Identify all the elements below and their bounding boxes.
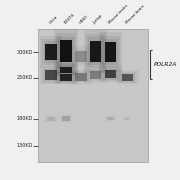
Bar: [40, 66, 62, 84]
Bar: [103, 69, 118, 80]
Bar: [105, 70, 116, 78]
Bar: [42, 39, 60, 65]
Bar: [120, 73, 135, 82]
Text: H460: H460: [78, 14, 89, 25]
Bar: [38, 29, 148, 162]
Bar: [124, 117, 130, 120]
Bar: [75, 73, 87, 81]
Text: BT474: BT474: [63, 13, 75, 25]
Bar: [70, 45, 93, 68]
Bar: [60, 74, 72, 81]
Bar: [74, 49, 89, 64]
Bar: [103, 39, 118, 65]
Bar: [105, 42, 116, 62]
Bar: [99, 32, 122, 72]
Bar: [88, 70, 103, 80]
Bar: [42, 68, 60, 83]
Bar: [60, 40, 72, 62]
Bar: [101, 36, 120, 68]
Text: Jurkat: Jurkat: [93, 14, 104, 25]
Bar: [70, 69, 93, 85]
Bar: [58, 37, 74, 66]
Bar: [44, 69, 58, 81]
Bar: [72, 47, 90, 65]
Bar: [106, 116, 115, 121]
Bar: [45, 44, 57, 60]
Bar: [99, 66, 122, 82]
Bar: [61, 116, 71, 122]
Bar: [101, 68, 120, 81]
Bar: [104, 115, 117, 122]
Bar: [122, 116, 132, 121]
Text: 300KD: 300KD: [16, 50, 33, 55]
Bar: [40, 36, 62, 68]
Bar: [45, 70, 57, 80]
Bar: [105, 116, 116, 121]
Bar: [118, 72, 136, 83]
Bar: [54, 64, 78, 76]
Text: 130KD: 130KD: [16, 143, 33, 148]
Bar: [60, 67, 72, 73]
Bar: [56, 73, 76, 83]
Bar: [54, 29, 78, 73]
Bar: [58, 66, 74, 74]
Bar: [43, 115, 58, 122]
Bar: [90, 71, 101, 79]
Bar: [45, 116, 57, 122]
Bar: [46, 116, 56, 121]
Bar: [54, 71, 78, 84]
Text: Mouse testis: Mouse testis: [108, 4, 129, 25]
Bar: [116, 70, 139, 84]
Bar: [122, 74, 133, 81]
Text: POLR2A: POLR2A: [154, 62, 177, 67]
Bar: [58, 73, 74, 82]
Bar: [86, 34, 105, 68]
Bar: [123, 117, 131, 121]
Bar: [58, 114, 74, 123]
Text: 180KD: 180KD: [16, 116, 33, 121]
Text: Mouse brain: Mouse brain: [124, 4, 145, 25]
Bar: [72, 70, 90, 83]
Bar: [56, 65, 76, 75]
Bar: [62, 116, 70, 121]
Bar: [44, 41, 58, 63]
Bar: [84, 30, 107, 73]
Bar: [74, 71, 89, 82]
Bar: [75, 51, 87, 62]
Bar: [47, 117, 55, 121]
Bar: [60, 115, 72, 122]
Bar: [88, 37, 103, 65]
Bar: [56, 33, 76, 69]
Bar: [86, 69, 105, 82]
Bar: [107, 117, 114, 120]
Text: HeLa: HeLa: [48, 15, 58, 25]
Bar: [84, 67, 107, 83]
Bar: [90, 40, 101, 62]
Text: 250KD: 250KD: [16, 75, 33, 80]
Bar: [121, 116, 134, 122]
